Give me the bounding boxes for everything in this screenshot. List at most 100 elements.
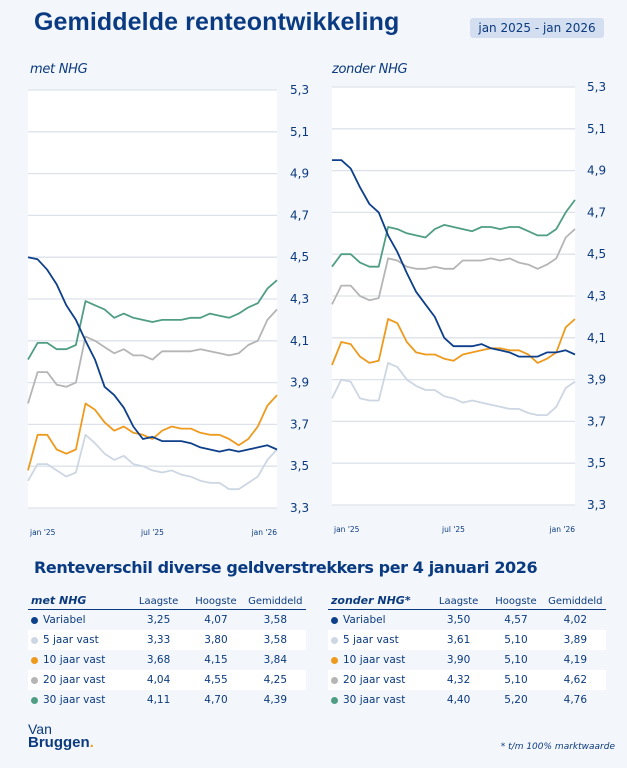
series-line-30-jaar-vast (331, 199, 576, 268)
y-tick-label: 3,5 (290, 459, 309, 473)
series-label: 20 jaar vast (43, 674, 106, 686)
legend-dot-icon (31, 676, 38, 684)
cell-laagste: 3,90 (446, 654, 471, 666)
y-tick-label: 3,5 (587, 456, 606, 470)
cell-laagste: 4,40 (446, 694, 471, 706)
cell-gemiddeld: 4,39 (263, 694, 288, 706)
cell-laagste: 3,33 (146, 634, 171, 646)
y-tick-label: 4,9 (290, 167, 309, 181)
cell-hoogste: 4,55 (204, 674, 228, 686)
cell-laagste: 3,61 (446, 634, 471, 646)
cell-laagste: 4,32 (446, 674, 471, 686)
logo-line2: Bruggen. (28, 734, 94, 751)
table-row: 20 jaar vast 4,04 4,55 4,25 (28, 670, 306, 690)
legend-dot-icon (331, 696, 338, 704)
x-tick-label: jan '26 (251, 528, 278, 537)
cell-laagste: 4,04 (146, 674, 171, 686)
cell-gemiddeld: 3,58 (263, 614, 288, 626)
y-tick-label: 4,5 (587, 247, 606, 261)
cell-gemiddeld: 3,84 (263, 654, 288, 666)
row-label: 5 jaar vast (28, 634, 130, 646)
y-tick-label: 3,9 (587, 373, 606, 387)
legend-dot-icon (31, 696, 38, 704)
cell-gemiddeld: 4,62 (563, 674, 588, 686)
row-label: Variabel (328, 614, 430, 626)
cell-gemiddeld: 4,25 (263, 674, 288, 686)
cell-laagste: 4,11 (146, 694, 171, 706)
y-tick-label: 3,7 (290, 417, 309, 431)
legend-dot-icon (31, 636, 38, 644)
series-line-10-jaar-vast (331, 318, 576, 366)
page-title: Gemiddelde renteontwikkeling (34, 8, 400, 36)
table-row: 30 jaar vast 4,11 4,70 4,39 (28, 690, 306, 710)
cell-hoogste: 4,07 (204, 614, 228, 626)
legend-dot-icon (331, 616, 338, 624)
table-header: met NHG Laagste Hoogste Gemiddeld (28, 590, 306, 610)
series-line-20-jaar-vast (27, 308, 278, 404)
series-label: 10 jaar vast (343, 654, 406, 666)
legend-dot-icon (331, 656, 338, 664)
y-tick-label: 4,3 (587, 289, 606, 303)
cell-hoogste: 5,10 (504, 634, 528, 646)
y-tick-label: 4,7 (290, 208, 309, 222)
y-tick-label: 5,1 (587, 122, 606, 136)
x-tick-label: jan '25 (333, 525, 360, 534)
y-tick-label: 3,9 (290, 376, 309, 390)
cell-hoogste: 4,70 (204, 694, 228, 706)
y-tick-label: 5,1 (290, 125, 309, 139)
series-line-30-jaar-vast (27, 279, 278, 361)
row-label: 20 jaar vast (28, 674, 130, 686)
cell-laagste: 3,25 (146, 614, 171, 626)
table-header: zonder NHG* Laagste Hoogste Gemiddeld (328, 590, 606, 610)
series-line-5-jaar-vast (27, 433, 278, 491)
table-row: 30 jaar vast 4,40 5,20 4,76 (328, 690, 606, 710)
y-tick-label: 3,3 (290, 501, 309, 515)
row-label: Variabel (28, 614, 130, 626)
col-gemiddeld: Gemiddeld (248, 596, 303, 607)
y-tick-label: 5,3 (587, 80, 606, 94)
series-label: 30 jaar vast (343, 694, 406, 706)
cell-gemiddeld: 4,76 (563, 694, 588, 706)
series-line-20-jaar-vast (331, 228, 576, 305)
row-label: 30 jaar vast (328, 694, 430, 706)
row-label: 10 jaar vast (328, 654, 430, 666)
series-label: Variabel (343, 614, 386, 626)
table-row: 20 jaar vast 4,32 5,10 4,62 (328, 670, 606, 690)
legend-dot-icon (31, 616, 38, 624)
table-row: Variabel 3,25 4,07 3,58 (28, 610, 306, 630)
col-hoogste: Hoogste (495, 596, 537, 607)
y-tick-label: 3,7 (587, 414, 606, 428)
date-range-badge: jan 2025 - jan 2026 (470, 18, 604, 38)
table-name: zonder NHG* (331, 594, 411, 607)
logo-line1: Van (28, 721, 52, 737)
y-tick-label: 5,3 (290, 83, 309, 97)
logo-wordmark: Bruggen (28, 734, 90, 751)
col-gemiddeld: Gemiddeld (548, 596, 603, 607)
row-label: 5 jaar vast (328, 634, 430, 646)
table-name: met NHG (31, 594, 87, 607)
legend-dot-icon (331, 636, 338, 644)
table-row: Variabel 3,50 4,57 4,02 (328, 610, 606, 630)
col-laagste: Laagste (138, 596, 179, 607)
row-label: 30 jaar vast (28, 694, 130, 706)
y-tick-label: 4,5 (290, 250, 309, 264)
table-row: 10 jaar vast 3,68 4,15 3,84 (28, 650, 306, 670)
cell-hoogste: 4,57 (504, 614, 528, 626)
cell-laagste: 3,68 (146, 654, 171, 666)
line-charts: 5,3 5,1 4,9 4,7 4,5 4,3 4,1 3,9 3,7 3,5 3,3 jan '25… (27, 80, 606, 537)
row-label: 20 jaar vast (328, 674, 430, 686)
cell-hoogste: 5,10 (504, 654, 528, 666)
x-tick-label: jan '25 (29, 528, 56, 537)
series-line-variabel (332, 159, 576, 358)
x-tick-label: jul '25 (140, 528, 164, 537)
y-tick-label: 4,3 (290, 292, 309, 306)
y-tick-label: 4,7 (587, 205, 606, 219)
y-tick-label: 4,1 (587, 331, 606, 345)
chart-title-zonder-nhg: zonder NHG (332, 62, 408, 77)
col-laagste: Laagste (438, 596, 479, 607)
cell-laagste: 3,50 (446, 614, 471, 626)
cell-gemiddeld: 4,19 (563, 654, 588, 666)
series-label: 30 jaar vast (43, 694, 106, 706)
y-tick-label: 4,9 (587, 164, 606, 178)
series-label: Variabel (43, 614, 86, 626)
